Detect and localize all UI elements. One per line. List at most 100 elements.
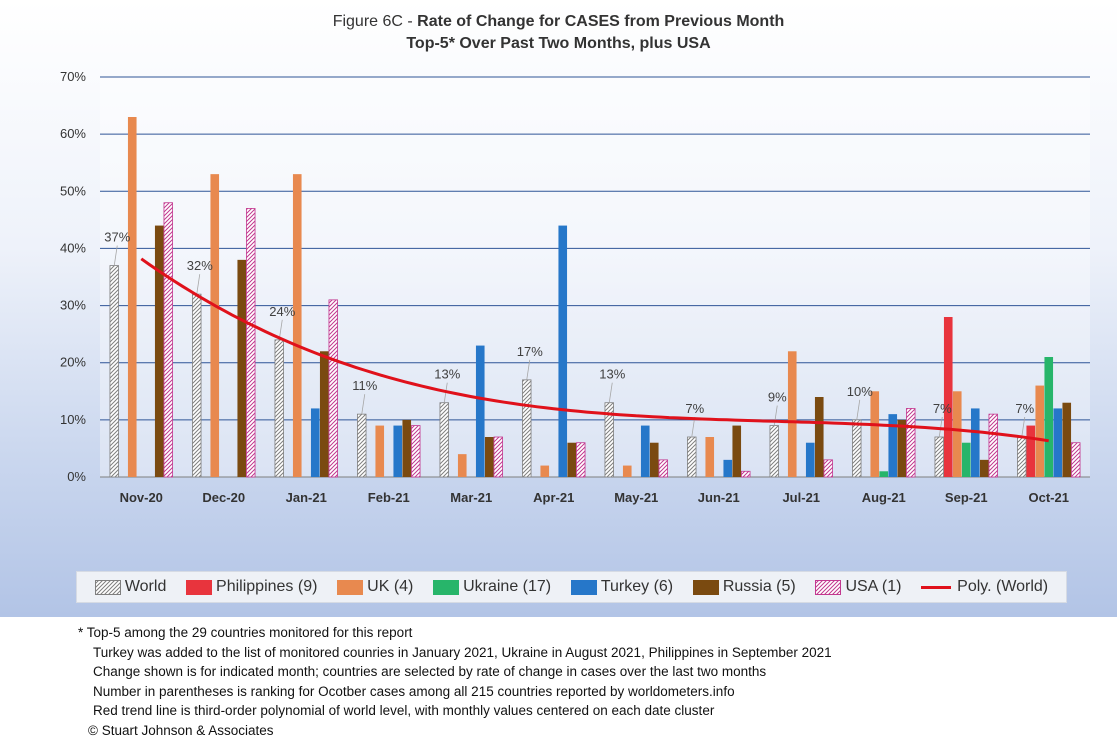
chart-legend: World Philippines (9) UK (4) Ukraine (17… bbox=[76, 571, 1067, 603]
bar-world bbox=[934, 436, 944, 478]
legend-item-uk: UK (4) bbox=[337, 578, 413, 596]
note-line: Number in parentheses is ranking for Oco… bbox=[93, 683, 735, 699]
legend-label-ukraine: Ukraine (17) bbox=[463, 578, 552, 595]
bar-turkey bbox=[805, 442, 815, 477]
legend-swatch-trend bbox=[921, 585, 952, 589]
bar-uk bbox=[870, 391, 880, 477]
bar-world bbox=[687, 436, 697, 478]
data-label-leader bbox=[691, 416, 696, 438]
bar-russia bbox=[814, 397, 824, 477]
bar-uk bbox=[952, 391, 962, 477]
y-tick-label: 0% bbox=[67, 469, 86, 484]
legend-item-ukraine: Ukraine (17) bbox=[433, 578, 551, 596]
bar-uk bbox=[292, 174, 302, 477]
bar-usa bbox=[823, 459, 833, 478]
bar-usa bbox=[988, 413, 998, 478]
y-tick-label: 10% bbox=[60, 412, 86, 427]
bar-philippines bbox=[1026, 425, 1036, 477]
x-tick-label: Nov-20 bbox=[120, 490, 163, 505]
bar-ukraine bbox=[1044, 357, 1054, 477]
bar-usa bbox=[493, 436, 503, 478]
y-tick-label: 60% bbox=[60, 126, 86, 141]
bar-world bbox=[522, 379, 532, 478]
data-label-leader bbox=[113, 245, 118, 266]
legend-item-trend: Poly. (World) bbox=[921, 578, 1048, 596]
legend-label-russia: Russia (5) bbox=[722, 578, 796, 595]
bar-russia bbox=[897, 419, 907, 477]
data-label: 32% bbox=[187, 258, 213, 273]
data-label-leader bbox=[938, 416, 943, 438]
bar-russia bbox=[567, 442, 577, 477]
chart-subtitle: Top-5* Over Past Two Months, plus USA bbox=[406, 35, 711, 52]
bar-world bbox=[769, 425, 779, 478]
note-line: Red trend line is third-order polynomial… bbox=[93, 703, 715, 719]
bar-russia bbox=[237, 259, 247, 477]
legend-item-turkey: Turkey (6) bbox=[570, 578, 674, 596]
bar-turkey bbox=[888, 414, 898, 477]
bar-usa bbox=[658, 459, 668, 478]
bar-turkey bbox=[558, 225, 568, 477]
bar-ukraine bbox=[961, 442, 971, 477]
legend-label-trend: Poly. (World) bbox=[957, 578, 1049, 595]
bar-usa bbox=[906, 408, 916, 478]
bar-uk bbox=[787, 351, 797, 477]
bar-ukraine bbox=[879, 471, 889, 477]
footnote: * Top-5 among the 29 countries monitored… bbox=[78, 625, 413, 640]
data-label-leader bbox=[361, 394, 366, 415]
bar-usa bbox=[1071, 442, 1081, 478]
bar-usa bbox=[328, 299, 338, 478]
bar-usa bbox=[411, 425, 421, 478]
x-tick-label: Jan-21 bbox=[286, 490, 327, 505]
legend-swatch-philippines bbox=[186, 579, 213, 595]
data-label: 11% bbox=[352, 378, 377, 393]
bar-world bbox=[852, 419, 862, 478]
bar-russia bbox=[484, 437, 494, 477]
y-tick-label: 50% bbox=[60, 183, 86, 198]
bar-world bbox=[357, 413, 367, 478]
bar-turkey bbox=[310, 408, 320, 477]
title-prefix: Figure 6C - bbox=[332, 13, 418, 30]
bar-usa bbox=[576, 442, 586, 478]
bar-uk bbox=[457, 454, 467, 477]
x-tick-label: Feb-21 bbox=[368, 490, 410, 505]
chart-area: 37% 32% 24% 11% 13% 17% 13% 7% 9% 10% 7% 7% 0% 10% 20… bbox=[0, 0, 1117, 617]
bar-russia bbox=[979, 459, 989, 477]
data-label: 17% bbox=[517, 344, 543, 359]
data-label-leader bbox=[856, 399, 861, 420]
copyright: © Stuart Johnson & Associates bbox=[88, 722, 274, 738]
bar-turkey bbox=[640, 425, 650, 477]
bar-turkey bbox=[475, 345, 485, 477]
x-tick-label: Jul-21 bbox=[782, 490, 820, 505]
y-tick-label: 70% bbox=[60, 69, 86, 84]
data-label: 7% bbox=[685, 401, 704, 416]
legend-swatch-uk bbox=[337, 579, 364, 595]
x-tick-label: Sep-21 bbox=[945, 490, 988, 505]
data-label: 24% bbox=[269, 304, 295, 319]
title-main: Rate of Change for CASES from Previous M… bbox=[417, 13, 785, 30]
data-label: 9% bbox=[768, 390, 787, 405]
bar-russia bbox=[1062, 402, 1072, 477]
legend-label-philippines: Philippines (9) bbox=[216, 578, 318, 595]
bar-uk bbox=[705, 437, 715, 477]
plot-background bbox=[100, 77, 1090, 477]
legend-item-russia: Russia (5) bbox=[692, 578, 796, 596]
bar-philippines bbox=[943, 317, 953, 477]
note-line: Turkey was added to the list of monitore… bbox=[93, 644, 832, 660]
data-label: 7% bbox=[933, 401, 952, 416]
x-tick-label: May-21 bbox=[614, 490, 658, 505]
x-tick-label: Apr-21 bbox=[533, 490, 574, 505]
bar-uk bbox=[375, 425, 385, 477]
legend-label-turkey: Turkey (6) bbox=[600, 578, 674, 595]
bar-russia bbox=[649, 442, 659, 477]
bar-russia bbox=[732, 425, 742, 477]
x-tick-label: Jun-21 bbox=[698, 490, 740, 505]
bar-uk bbox=[127, 117, 137, 477]
legend-label-usa: USA (1) bbox=[845, 578, 902, 595]
chart-notes: * Top-5 among the 29 countries monitored… bbox=[78, 623, 832, 741]
bar-world bbox=[192, 293, 202, 478]
data-label: 13% bbox=[434, 367, 460, 382]
legend-swatch-turkey bbox=[570, 579, 597, 595]
data-label: 7% bbox=[1015, 401, 1034, 416]
note-line: Change shown is for indicated month; cou… bbox=[93, 664, 767, 680]
data-label: 10% bbox=[847, 384, 873, 399]
